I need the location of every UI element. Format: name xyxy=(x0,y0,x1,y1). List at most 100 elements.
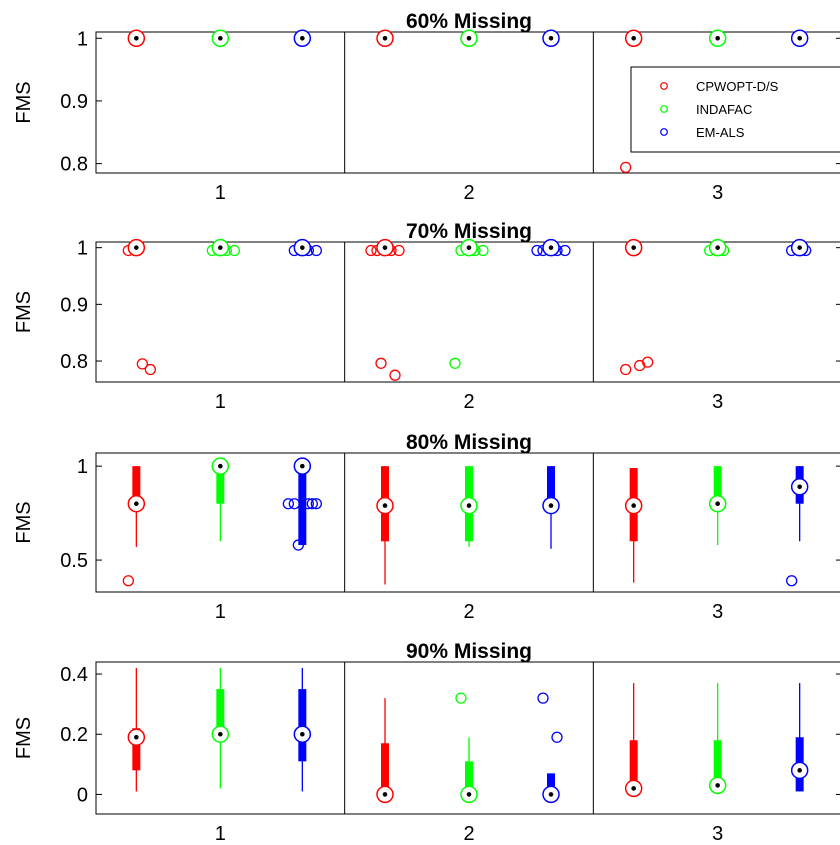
box-body xyxy=(298,689,307,762)
median-dot xyxy=(797,245,802,250)
legend-marker xyxy=(660,128,668,136)
y-tick-label: 0.9 xyxy=(60,91,88,113)
y-tick-label: 0.2 xyxy=(60,724,88,746)
outlier-point xyxy=(292,539,304,551)
y-tick-label: 0.9 xyxy=(60,294,88,316)
outlier-point xyxy=(288,498,300,510)
median-dot xyxy=(134,245,139,250)
median-dot xyxy=(797,35,802,41)
legend-label: INDAFAC xyxy=(696,102,752,117)
y-axis-label: FMS xyxy=(13,291,35,333)
median-dot xyxy=(300,463,305,469)
median-dot xyxy=(631,503,636,508)
median-dot xyxy=(631,786,636,791)
outlier-point xyxy=(282,498,294,510)
y-tick-label: 1 xyxy=(77,28,88,50)
y-tick-label: 0.4 xyxy=(60,664,88,686)
median-dot xyxy=(218,245,223,250)
outlier-point xyxy=(455,692,467,704)
outlier-point xyxy=(786,575,798,587)
x-tick-label: 2 xyxy=(463,391,474,413)
panel-title: 80% Missing xyxy=(406,431,532,454)
outlier-point xyxy=(477,244,489,257)
box-body xyxy=(713,740,722,786)
median-dot xyxy=(134,35,139,41)
median-dot xyxy=(631,245,636,250)
legend-box xyxy=(630,66,840,153)
legend-marker xyxy=(660,82,668,90)
outlier-point xyxy=(306,498,318,510)
panel-frame xyxy=(95,452,840,593)
outlier-point xyxy=(620,363,632,376)
median-dot xyxy=(466,35,472,41)
legend-marker xyxy=(660,105,668,113)
y-axis-label: FMS xyxy=(13,501,35,543)
median-dot xyxy=(382,792,388,797)
y-axis-label: FMS xyxy=(13,717,35,759)
x-tick-label: 3 xyxy=(712,823,723,845)
median-dot xyxy=(134,734,139,740)
outlier-point xyxy=(389,369,401,381)
x-tick-label: 3 xyxy=(712,182,723,204)
median-dot xyxy=(715,35,720,41)
outlier-point xyxy=(449,357,461,369)
x-tick-label: 1 xyxy=(215,823,226,845)
y-tick-label: 0 xyxy=(77,784,88,806)
box-body xyxy=(132,728,141,771)
box-body xyxy=(216,689,225,735)
median-dot xyxy=(631,35,636,41)
y-tick-label: 0.8 xyxy=(60,154,88,176)
median-dot xyxy=(715,783,720,788)
median-dot xyxy=(382,35,388,41)
outlier-point xyxy=(642,356,654,368)
outlier-point xyxy=(228,244,240,257)
outlier-point xyxy=(310,498,322,510)
outlier-point xyxy=(136,358,148,370)
median-dot xyxy=(797,484,802,490)
outlier-point xyxy=(144,363,156,376)
outlier-point xyxy=(310,244,322,257)
outlier-point xyxy=(531,244,543,257)
legend-label: CPWOPT-D/S xyxy=(696,79,779,94)
median-dot xyxy=(715,501,720,507)
y-tick-label: 0.5 xyxy=(60,550,88,572)
x-tick-label: 1 xyxy=(215,601,226,623)
median-dot xyxy=(382,245,388,250)
x-tick-label: 3 xyxy=(712,391,723,413)
box-body xyxy=(216,466,225,504)
median-dot xyxy=(548,503,554,508)
outlier-point xyxy=(537,692,549,704)
x-tick-label: 2 xyxy=(463,182,474,204)
x-tick-label: 2 xyxy=(463,823,474,845)
panel-frame xyxy=(95,661,840,815)
outlier-point xyxy=(375,357,387,369)
y-tick-label: 1 xyxy=(77,238,88,260)
x-tick-label: 3 xyxy=(712,601,723,623)
box-body xyxy=(713,466,722,504)
median-dot xyxy=(548,35,554,41)
median-dot xyxy=(300,731,305,737)
y-tick-label: 0.8 xyxy=(60,351,88,373)
outlier-point xyxy=(620,161,632,174)
box-body xyxy=(465,761,473,795)
box-body xyxy=(132,466,141,504)
panel-frame xyxy=(95,241,840,383)
panel-title: 90% Missing xyxy=(406,640,532,663)
median-dot xyxy=(382,503,388,508)
legend-label: EM-ALS xyxy=(696,125,745,140)
outlier-point xyxy=(302,498,314,510)
box-body xyxy=(381,743,389,795)
x-tick-label: 1 xyxy=(215,391,226,413)
box-body xyxy=(547,773,555,795)
median-dot xyxy=(715,245,720,250)
panel-title: 70% Missing xyxy=(406,220,532,243)
median-dot xyxy=(134,501,139,507)
median-dot xyxy=(548,792,554,797)
x-tick-label: 2 xyxy=(463,601,474,623)
median-dot xyxy=(466,792,472,797)
box-body xyxy=(298,466,307,546)
median-dot xyxy=(218,463,223,469)
x-tick-label: 1 xyxy=(215,182,226,204)
median-dot xyxy=(466,503,472,508)
